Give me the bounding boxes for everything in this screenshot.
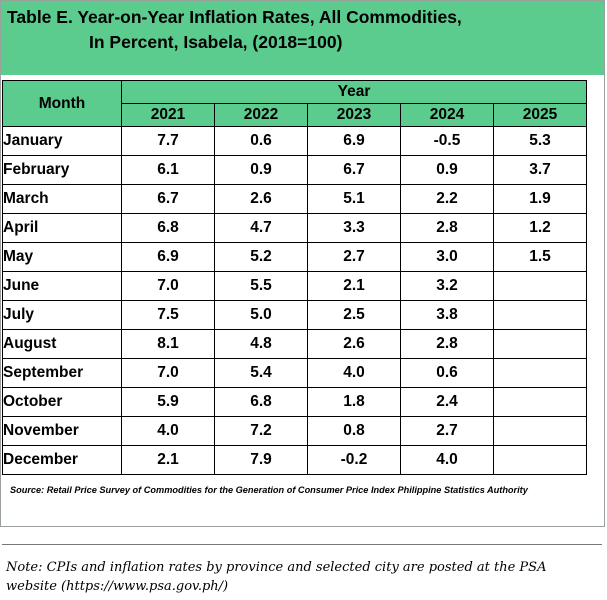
inflation-value-cell (493, 329, 587, 359)
table-row: January 7.7 0.6 6.9 -0.5 5.3 (2, 126, 587, 156)
inflation-value-cell: 5.5 (214, 271, 308, 301)
inflation-value-cell: 4.0 (400, 445, 494, 475)
inflation-value-cell (493, 387, 587, 417)
table-row: August 8.1 4.8 2.6 2.8 (2, 329, 587, 359)
inflation-value-cell: 1.9 (493, 184, 587, 214)
inflation-value-cell: 6.7 (121, 184, 215, 214)
inflation-value-cell: 5.9 (121, 387, 215, 417)
table-row: May 6.9 5.2 2.7 3.0 1.5 (2, 242, 587, 272)
month-cell: June (2, 271, 122, 301)
inflation-value-cell: 0.8 (307, 416, 401, 446)
inflation-value-cell: 3.7 (493, 155, 587, 185)
inflation-value-cell (493, 416, 587, 446)
inflation-value-cell: 0.6 (214, 126, 308, 156)
inflation-value-cell: 1.8 (307, 387, 401, 417)
inflation-value-cell: 7.5 (121, 300, 215, 330)
month-cell: May (2, 242, 122, 272)
table-row: March 6.7 2.6 5.1 2.2 1.9 (2, 184, 587, 214)
inflation-value-cell: -0.5 (400, 126, 494, 156)
inflation-value-cell: 3.0 (400, 242, 494, 272)
inflation-value-cell: 4.7 (214, 213, 308, 243)
month-cell: October (2, 387, 122, 417)
month-cell: November (2, 416, 122, 446)
inflation-value-cell: 5.1 (307, 184, 401, 214)
month-cell: August (2, 329, 122, 359)
inflation-value-cell: 4.8 (214, 329, 308, 359)
inflation-value-cell: 3.2 (400, 271, 494, 301)
table-frame (0, 0, 605, 527)
inflation-value-cell: 2.1 (307, 271, 401, 301)
inflation-value-cell: 2.2 (400, 184, 494, 214)
inflation-value-cell: 8.1 (121, 329, 215, 359)
year-header-2022: 2022 (214, 103, 308, 127)
inflation-value-cell: 0.9 (214, 155, 308, 185)
inflation-value-cell (493, 358, 587, 388)
inflation-value-cell: 3.8 (400, 300, 494, 330)
month-cell: September (2, 358, 122, 388)
note-divider (2, 544, 602, 545)
table-row: April 6.8 4.7 3.3 2.8 1.2 (2, 213, 587, 243)
inflation-value-cell: 0.9 (400, 155, 494, 185)
month-cell: July (2, 300, 122, 330)
inflation-value-cell: 6.7 (307, 155, 401, 185)
year-header-2023: 2023 (307, 103, 401, 127)
inflation-value-cell: 2.4 (400, 387, 494, 417)
inflation-value-cell (493, 445, 587, 475)
table-row: October 5.9 6.8 1.8 2.4 (2, 387, 587, 417)
inflation-value-cell: 5.0 (214, 300, 308, 330)
table-row: July 7.5 5.0 2.5 3.8 (2, 300, 587, 330)
inflation-value-cell: 7.0 (121, 358, 215, 388)
inflation-value-cell: 2.6 (214, 184, 308, 214)
inflation-value-cell (493, 300, 587, 330)
month-cell: March (2, 184, 122, 214)
inflation-value-cell: 4.0 (121, 416, 215, 446)
inflation-value-cell: 6.1 (121, 155, 215, 185)
inflation-value-cell: 2.5 (307, 300, 401, 330)
inflation-value-cell: 2.6 (307, 329, 401, 359)
inflation-value-cell: 2.8 (400, 213, 494, 243)
inflation-value-cell: 1.5 (493, 242, 587, 272)
inflation-value-cell: 5.2 (214, 242, 308, 272)
month-cell: February (2, 155, 122, 185)
inflation-value-cell: 5.3 (493, 126, 587, 156)
table-row: December 2.1 7.9 -0.2 4.0 (2, 445, 587, 475)
inflation-value-cell: 7.7 (121, 126, 215, 156)
inflation-value-cell: 6.9 (307, 126, 401, 156)
inflation-value-cell: 0.6 (400, 358, 494, 388)
year-header-2025: 2025 (493, 103, 587, 127)
inflation-value-cell: 7.9 (214, 445, 308, 475)
inflation-table: Month Year 2021 2022 2023 2024 2025 January 7… (2, 80, 587, 475)
year-header-2024: 2024 (400, 103, 494, 127)
inflation-value-cell: 4.0 (307, 358, 401, 388)
psa-website-note: Note: CPIs and inflation rates by provin… (6, 560, 547, 594)
inflation-value-cell: 6.8 (214, 387, 308, 417)
month-cell: December (2, 445, 122, 475)
inflation-value-cell: 1.2 (493, 213, 587, 243)
table-row: September 7.0 5.4 4.0 0.6 (2, 358, 587, 388)
table-row: February 6.1 0.9 6.7 0.9 3.7 (2, 155, 587, 185)
year-group-header: Year (121, 80, 587, 104)
month-column-header: Month (2, 80, 122, 127)
month-cell: April (2, 213, 122, 243)
inflation-value-cell: 7.2 (214, 416, 308, 446)
month-cell: January (2, 126, 122, 156)
inflation-value-cell: -0.2 (307, 445, 401, 475)
year-header-2021: 2021 (121, 103, 215, 127)
inflation-value-cell: 2.1 (121, 445, 215, 475)
table-row: June 7.0 5.5 2.1 3.2 (2, 271, 587, 301)
inflation-value-cell: 3.3 (307, 213, 401, 243)
inflation-value-cell: 5.4 (214, 358, 308, 388)
inflation-value-cell (493, 271, 587, 301)
inflation-value-cell: 2.8 (400, 329, 494, 359)
title-band: Table E. Year-on-Year Inflation Rates, A… (1, 1, 604, 75)
table-title: Table E. Year-on-Year Inflation Rates, A… (7, 7, 462, 27)
inflation-value-cell: 2.7 (400, 416, 494, 446)
table-row: November 4.0 7.2 0.8 2.7 (2, 416, 587, 446)
inflation-value-cell: 6.9 (121, 242, 215, 272)
inflation-value-cell: 6.8 (121, 213, 215, 243)
table-subtitle: In Percent, Isabela, (2018=100) (89, 32, 343, 52)
source-note: Source: Retail Price Survey of Commoditi… (10, 485, 528, 495)
inflation-value-cell: 7.0 (121, 271, 215, 301)
inflation-value-cell: 2.7 (307, 242, 401, 272)
